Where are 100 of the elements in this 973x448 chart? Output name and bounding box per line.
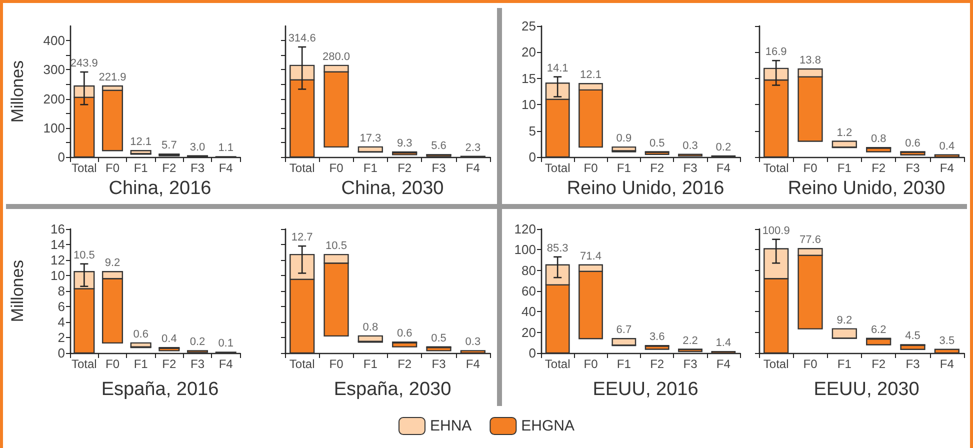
total-label: 0.4 [939, 140, 955, 152]
x-tick-label: F4 [218, 357, 234, 371]
x-tick-label: F2 [872, 161, 886, 175]
text: EEUU, 2030 [814, 379, 920, 400]
y-tick-label: 20 [522, 324, 536, 340]
x-tick-label: F4 [716, 161, 731, 175]
total-label: 4.5 [905, 330, 920, 342]
total-label: 10.5 [73, 249, 95, 262]
x-tick-label: F0 [105, 357, 120, 371]
x-tick-label: F3 [432, 161, 446, 175]
x-tick-label: Total [763, 357, 789, 371]
total-label: 16.9 [765, 46, 787, 58]
total-label: 0.3 [682, 140, 698, 152]
y-tick-label: 6 [58, 299, 65, 314]
y-tick-label: 100 [514, 242, 536, 258]
x-tick-label: Total [71, 161, 97, 175]
y-tick-label: 0 [528, 346, 536, 360]
x-tick-label: F2 [162, 357, 176, 371]
x-tick-label: F0 [105, 161, 120, 175]
x-tick-label: F2 [398, 161, 412, 175]
y-tick-label: 40 [522, 304, 536, 320]
total-label: 3.6 [649, 331, 665, 344]
text: España, 2030 [334, 379, 452, 400]
y-tick-label: 300 [43, 62, 65, 78]
legend-label: EHNA [430, 418, 472, 434]
total-label: 71.4 [580, 250, 602, 262]
x-tick-label: F0 [329, 161, 344, 175]
total-label: 9.3 [396, 137, 412, 150]
x-tick-label: F0 [584, 161, 598, 175]
total-label: 0.8 [362, 321, 378, 334]
y-tick-label: 8 [58, 284, 65, 298]
total-label: 1.1 [218, 142, 234, 154]
x-tick-label: F3 [190, 161, 205, 175]
total-label: 1.2 [836, 126, 852, 139]
total-label: 5.6 [431, 140, 446, 152]
y-tick-label: 25 [522, 18, 536, 34]
total-label: 280.0 [322, 50, 350, 63]
y-tick-label: 0 [58, 346, 65, 360]
total-label: 77.6 [800, 234, 821, 246]
total-label: 5.7 [162, 140, 177, 152]
total-label: 6.7 [616, 324, 632, 336]
total-label: 0.5 [649, 137, 665, 150]
total-label: 0.6 [396, 328, 412, 340]
total-label: 0.1 [218, 338, 234, 350]
total-label: 1.4 [716, 337, 732, 350]
x-tick-label: F2 [650, 357, 664, 371]
y-tick-label: 60 [522, 284, 536, 298]
y-axis-title: Millones [8, 60, 27, 123]
total-label: 0.2 [716, 141, 732, 154]
y-tick-label: 4 [58, 314, 65, 330]
y-tick-label: 10 [522, 97, 536, 112]
y-tick-label: 80 [522, 262, 536, 278]
text: Reino Unido, 2016 [566, 178, 724, 199]
total-label: 13.8 [800, 54, 821, 66]
total-label: 12.1 [130, 136, 152, 148]
x-tick-label: F1 [363, 357, 378, 371]
total-label: 243.9 [70, 57, 98, 70]
x-tick-label: Total [289, 161, 315, 175]
x-tick-label: F3 [683, 161, 698, 175]
total-label: 0.3 [465, 336, 481, 348]
total-label: 0.6 [133, 328, 148, 340]
text: EEUU, 2016 [592, 379, 698, 400]
x-tick-label: F2 [650, 161, 664, 175]
x-tick-label: F0 [803, 357, 818, 371]
total-label: 6.2 [870, 324, 886, 336]
x-tick-label: F1 [837, 357, 852, 371]
total-label: 0.9 [616, 132, 632, 145]
x-tick-label: Total [763, 161, 789, 175]
y-tick-label: 5 [528, 123, 536, 138]
y-tick-label: 200 [43, 91, 65, 106]
y-tick-label: 14 [50, 237, 65, 252]
text: Reino Unido, 2030 [788, 178, 946, 199]
total-label: 2.2 [682, 334, 698, 347]
y-tick-label: 10 [50, 268, 65, 283]
x-tick-label: F4 [466, 357, 480, 371]
total-label: 12.7 [291, 232, 313, 244]
x-tick-label: F0 [329, 357, 344, 371]
x-tick-label: F2 [162, 161, 176, 175]
x-tick-label: F4 [466, 161, 480, 175]
total-label: 221.9 [98, 72, 126, 84]
y-tick-label: 16 [50, 222, 65, 236]
total-label: 9.2 [104, 257, 120, 270]
total-label: 12.1 [580, 69, 602, 82]
total-label: 17.3 [360, 132, 382, 144]
y-tick-label: 15 [522, 70, 536, 86]
total-label: 0.5 [431, 332, 446, 344]
y-tick-label: 2 [58, 330, 65, 345]
x-tick-label: F4 [218, 161, 234, 175]
text: España, 2016 [101, 379, 219, 400]
x-tick-label: F3 [906, 357, 920, 371]
x-tick-label: F0 [584, 357, 598, 371]
x-tick-label: F3 [683, 357, 698, 371]
total-label: 3.5 [939, 334, 955, 347]
x-tick-label: F4 [940, 357, 954, 371]
total-label: 14.1 [546, 62, 568, 74]
y-axis-title: Millones [8, 260, 27, 322]
y-tick-label: 0 [58, 150, 65, 164]
text: China, 2030 [341, 178, 444, 199]
x-tick-label: Total [71, 357, 97, 371]
x-tick-label: Total [544, 161, 570, 175]
